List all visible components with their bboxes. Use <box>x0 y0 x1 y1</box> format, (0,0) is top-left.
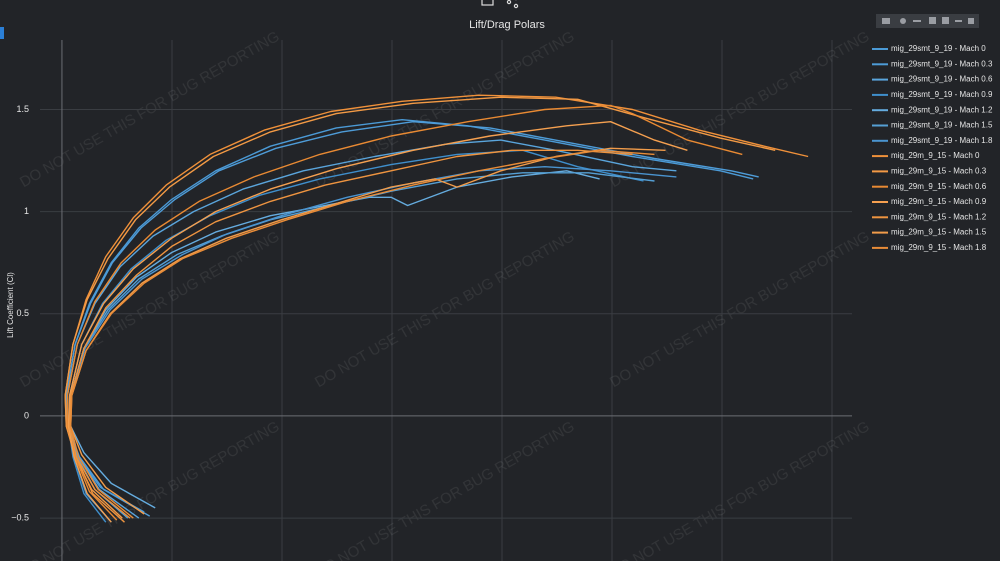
x-grid <box>171 40 833 561</box>
camera-button[interactable] <box>882 18 890 24</box>
legend-label[interactable]: mig_29m_9_15 - Mach 1.8 <box>891 243 987 252</box>
y-tick-label: 1 <box>24 206 29 216</box>
legend-label[interactable]: mig_29m_9_15 - Mach 0.9 <box>891 197 987 206</box>
legend-label[interactable]: mig_29m_9_15 - Mach 0.3 <box>891 167 987 176</box>
legend-label[interactable]: mig_29smt_9_19 - Mach 1.5 <box>891 121 993 130</box>
legend: mig_29smt_9_19 - Mach 0 mig_29smt_9_19 - … <box>872 44 993 252</box>
share-icon-dot <box>513 3 519 9</box>
y-tick-label: 1.5 <box>16 104 29 114</box>
legend-label[interactable]: mig_29smt_9_19 - Mach 0 <box>891 44 986 53</box>
legend-label[interactable]: mig_29m_9_15 - Mach 0 <box>891 151 980 160</box>
zoom-out-button[interactable] <box>942 17 949 24</box>
legend-label[interactable]: mig_29smt_9_19 - Mach 1.8 <box>891 136 993 145</box>
series-lines <box>64 94 809 523</box>
legend-label[interactable]: mig_29smt_9_19 - Mach 0.6 <box>891 75 993 84</box>
reset-button[interactable] <box>968 18 974 24</box>
side-tab <box>0 27 4 39</box>
legend-label[interactable]: mig_29smt_9_19 - Mach 0.3 <box>891 59 993 68</box>
pan-button[interactable] <box>913 20 921 22</box>
share-icon[interactable] <box>506 0 512 5</box>
legend-label[interactable]: mig_29m_9_15 - Mach 0.6 <box>891 182 987 191</box>
legend-label[interactable]: mig_29m_9_15 - Mach 1.2 <box>891 212 987 221</box>
autoscale-button[interactable] <box>955 20 962 22</box>
zoom-button[interactable] <box>900 18 906 24</box>
save-icon[interactable] <box>481 0 494 6</box>
series-line <box>64 96 776 519</box>
y-tick-label: 0.5 <box>16 308 29 318</box>
series-line <box>66 104 743 521</box>
legend-label[interactable]: mig_29smt_9_19 - Mach 1.2 <box>891 105 993 114</box>
zoom-in-button[interactable] <box>929 17 936 24</box>
y-grid: −0.5 0 0.5 1 1.5 <box>11 40 852 561</box>
series-line <box>68 149 633 523</box>
y-tick-label: 0 <box>24 410 29 420</box>
modebar <box>876 14 979 28</box>
top-icons <box>481 0 519 9</box>
modebar-bg <box>876 14 979 28</box>
y-tick-label: −0.5 <box>11 512 29 522</box>
legend-label[interactable]: mig_29m_9_15 - Mach 1.5 <box>891 228 987 237</box>
chart-title: Lift/Drag Polars <box>469 19 545 31</box>
series-line <box>67 121 688 523</box>
modebar-buttons <box>882 17 974 24</box>
y-axis-title: Lift Coefficient (Cl) <box>6 272 15 338</box>
legend-label[interactable]: mig_29smt_9_19 - Mach 0.9 <box>891 90 993 99</box>
series-line <box>70 149 655 519</box>
